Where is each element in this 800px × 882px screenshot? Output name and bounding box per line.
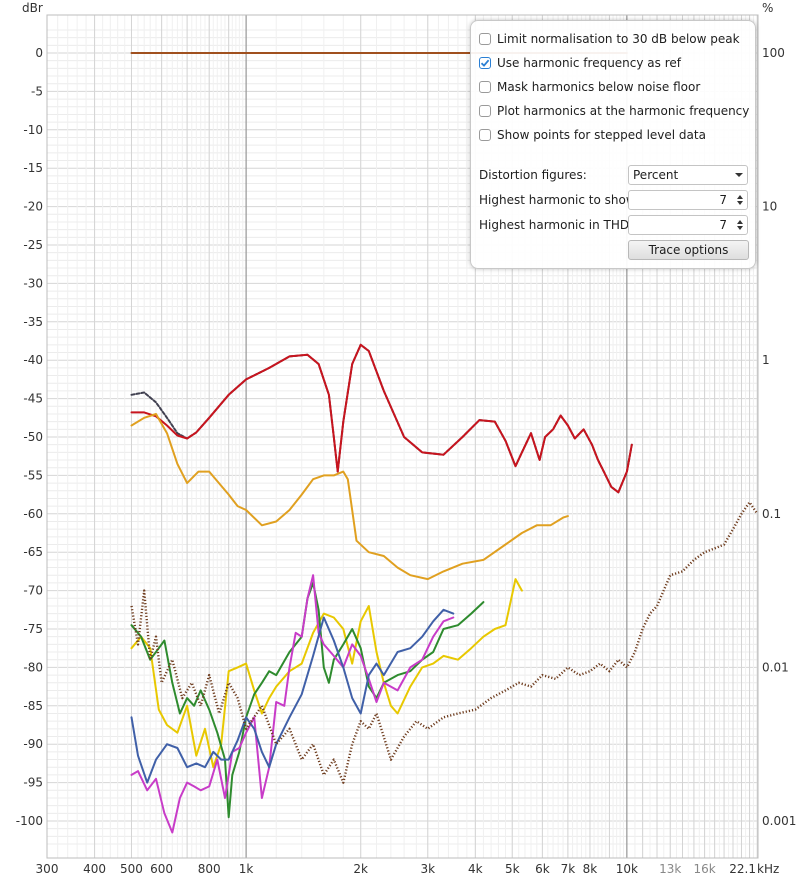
left-tick-label: -10 (23, 123, 43, 137)
series-line-6 (130, 574, 455, 834)
left-tick-label: 0 (35, 46, 43, 60)
x-tick-label: 3k (420, 862, 435, 876)
left-tick-label: -40 (23, 353, 43, 367)
x-tick-label: 10k (616, 862, 638, 876)
distortion-figures-select[interactable]: Percent (628, 165, 748, 185)
checkbox-label: Use harmonic frequency as ref (497, 56, 681, 70)
highest-harmonic-thd-spinner[interactable]: 7 (628, 215, 748, 235)
spinner-arrows-icon[interactable] (733, 218, 747, 232)
x-tick-label: 2k (353, 862, 368, 876)
mask-harmonics-checkbox[interactable]: Mask harmonics below noise floor (479, 78, 700, 96)
left-tick-label: -75 (23, 622, 43, 636)
series-line-8 (130, 501, 759, 784)
spinner-value: 7 (719, 193, 727, 207)
plot-harmonics-checkbox[interactable]: Plot harmonics at the harmonic frequency (479, 102, 749, 120)
distortion-figures-label: Distortion figures: (479, 168, 587, 182)
left-tick-label: -85 (23, 699, 43, 713)
x-axis: 300 400 500 600 800 1k 2k 3k 4k 5k 6k 7k 8k 10k 13k 16k… (36, 862, 780, 876)
right-tick-label: 1 (762, 353, 770, 367)
checkbox-box[interactable] (479, 129, 491, 141)
series-line-2 (130, 343, 633, 494)
checkbox-box[interactable] (479, 105, 491, 117)
x-tick-label: 800 (198, 862, 221, 876)
x-tick-label: 300 (36, 862, 59, 876)
use-harmonic-frequency-checkbox[interactable]: Use harmonic frequency as ref (479, 54, 681, 72)
checkbox-label: Mask harmonics below noise floor (497, 80, 701, 94)
distortion-figures-value: Percent (633, 168, 679, 182)
right-tick-label: 10 (762, 200, 777, 214)
right-tick-label: 100 (762, 46, 785, 60)
x-tick-label: 6k (535, 862, 550, 876)
x-tick-label: 5k (505, 862, 520, 876)
highest-harmonic-thd-label: Highest harmonic in THD: (479, 218, 634, 232)
x-tick-label: 4k (468, 862, 483, 876)
dropdown-arrow-icon (735, 173, 743, 177)
right-tick-label: 0.001 (762, 814, 796, 828)
left-tick-label: -70 (23, 584, 43, 598)
left-tick-label: -100 (16, 814, 43, 828)
left-tick-label: -15 (23, 161, 43, 175)
right-tick-label: 0.1 (762, 507, 781, 521)
series-line-5 (130, 581, 485, 819)
x-tick-label: 500 (120, 862, 143, 876)
series-line-1 (130, 343, 633, 494)
left-tick-label: -20 (23, 200, 43, 214)
x-tick-label: 600 (150, 862, 173, 876)
left-axis-unit: dBr (22, 1, 43, 15)
highest-harmonic-show-spinner[interactable]: 7 (628, 190, 748, 210)
left-tick-label: -30 (23, 276, 43, 290)
options-panel: Limit normalisation to 30 dB below peak … (470, 20, 756, 269)
series-line-7 (130, 608, 455, 784)
x-tick-label: 1k (239, 862, 254, 876)
left-axis: 0 -5 -10 -15 -20 -25 -30 -35 -40 -45 -50 -55 -60 -65 -… (16, 46, 43, 828)
left-tick-label: -25 (23, 238, 43, 252)
x-tick-label: 13k (659, 862, 681, 876)
highest-harmonic-show-label: Highest harmonic to show: (479, 193, 640, 207)
plot-frame (46, 14, 759, 859)
right-axis: 100 10 1 0.1 0.01 0.001 (762, 46, 796, 828)
chart-series (130, 52, 759, 834)
checkbox-box[interactable] (479, 33, 491, 45)
show-points-checkbox[interactable]: Show points for stepped level data (479, 126, 706, 144)
left-tick-label: -55 (23, 468, 43, 482)
checkbox-label: Limit normalisation to 30 dB below peak (497, 32, 740, 46)
checkmark-icon (480, 59, 490, 67)
left-tick-label: -50 (23, 430, 43, 444)
checkbox-box[interactable] (479, 81, 491, 93)
left-tick-label: -45 (23, 392, 43, 406)
trace-options-button[interactable]: Trace options (628, 240, 749, 260)
x-tick-label: 8k (583, 862, 598, 876)
checkbox-label: Show points for stepped level data (497, 128, 706, 142)
x-axis-unit: kHz (757, 862, 779, 876)
spinner-value: 7 (719, 218, 727, 232)
left-tick-label: -35 (23, 315, 43, 329)
right-tick-label: 0.01 (762, 660, 789, 674)
x-tick-label: 22.1 (729, 862, 756, 876)
spinner-arrows-icon[interactable] (733, 193, 747, 207)
right-axis-unit: % (762, 1, 773, 15)
left-tick-label: -95 (23, 776, 43, 790)
left-tick-label: -60 (23, 507, 43, 521)
x-tick-label: 16k (693, 862, 715, 876)
left-tick-label: -80 (23, 660, 43, 674)
left-tick-label: -5 (31, 84, 43, 98)
x-tick-label: 400 (83, 862, 106, 876)
limit-normalisation-checkbox[interactable]: Limit normalisation to 30 dB below peak (479, 30, 740, 48)
x-tick-label: 7k (561, 862, 576, 876)
left-tick-label: -90 (23, 737, 43, 751)
checkbox-label: Plot harmonics at the harmonic frequency (497, 104, 750, 118)
series-line-3 (130, 413, 569, 581)
checkbox-box[interactable] (479, 57, 491, 69)
left-tick-label: -65 (23, 545, 43, 559)
trace-options-label: Trace options (648, 243, 729, 257)
